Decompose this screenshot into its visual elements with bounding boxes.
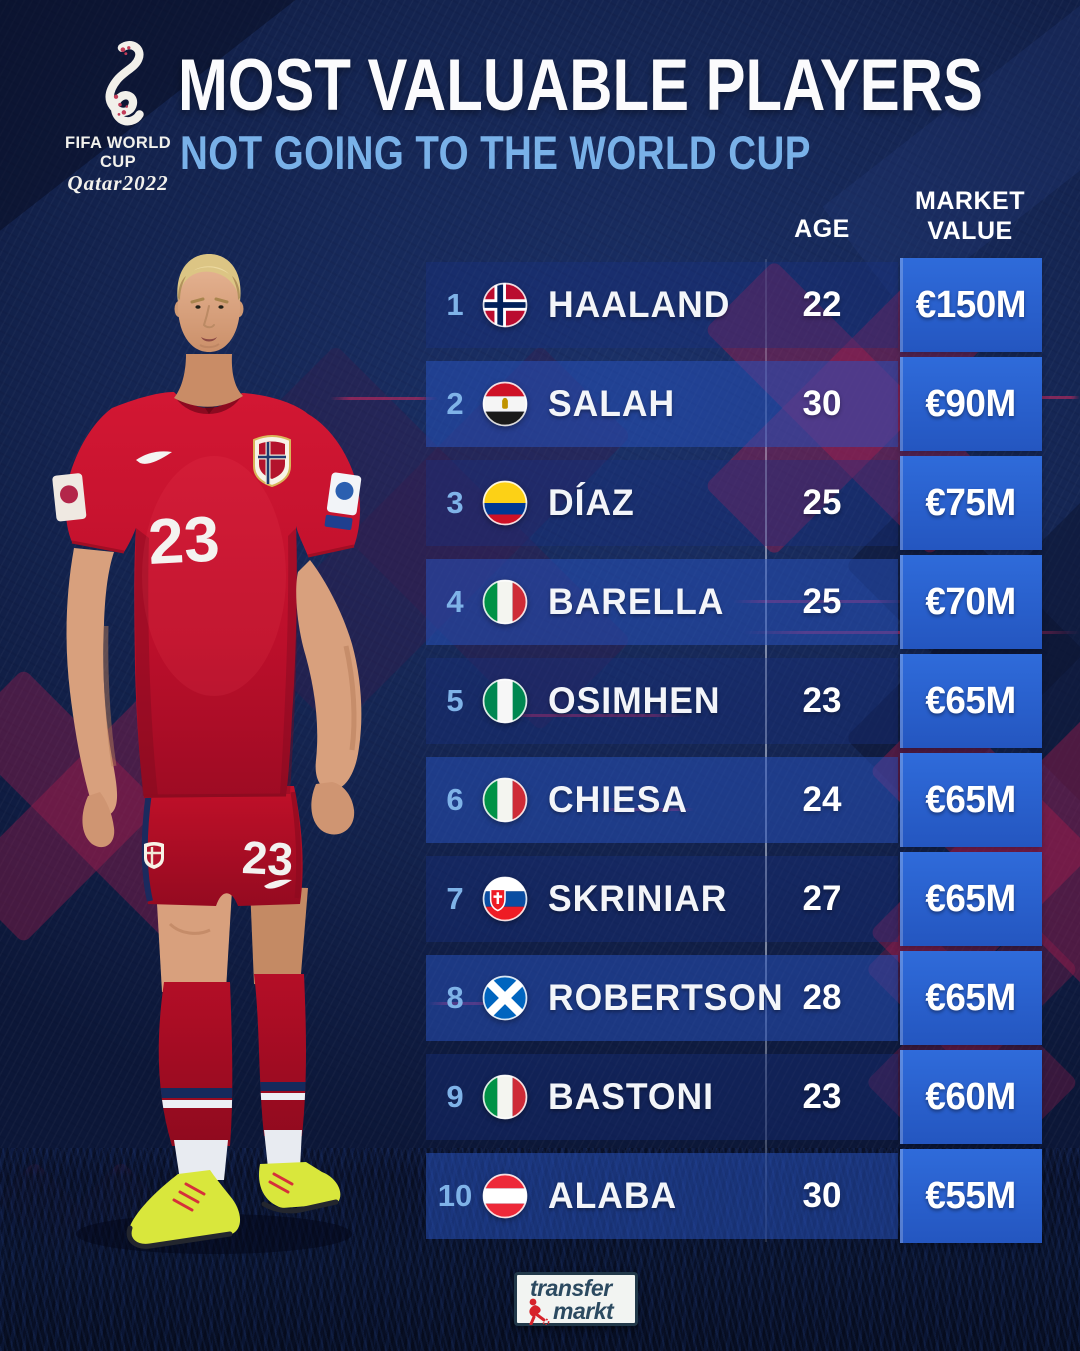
slovakia-flag-icon bbox=[482, 876, 528, 922]
market-value-cell: €65M bbox=[900, 654, 1042, 748]
table-row: 10 ALABA 30 €55M bbox=[426, 1149, 1042, 1243]
market-value-text: €70M bbox=[925, 580, 1017, 623]
table-row: 5 OSIMHEN 23 €65M bbox=[426, 654, 1042, 748]
market-value-header-line2: VALUE bbox=[927, 217, 1013, 245]
page-subtitle: NOT GOING TO THE WORLD CUP bbox=[180, 126, 811, 179]
market-value-column-header: MARKET VALUE bbox=[899, 186, 1041, 246]
table-row: 6 CHIESA 24 €65M bbox=[426, 753, 1042, 847]
player-age: 25 bbox=[802, 582, 842, 621]
market-value-text: €75M bbox=[925, 481, 1017, 524]
market-value-cell: €60M bbox=[900, 1050, 1042, 1144]
transfermarkt-text-bottom: markt bbox=[553, 1298, 614, 1324]
page-title: MOST VALUABLE PLAYERS bbox=[178, 45, 983, 126]
transfermarkt-player-icon bbox=[529, 1298, 550, 1325]
player-age: 24 bbox=[802, 780, 842, 819]
shorts-number: 23 bbox=[241, 831, 295, 886]
italy-flag-icon bbox=[482, 777, 528, 823]
table-row: 1 HAALAND 22 €150M bbox=[426, 258, 1042, 352]
market-value-cell: €75M bbox=[900, 456, 1042, 550]
player-name: BASTONI bbox=[548, 1076, 714, 1117]
player-age: 23 bbox=[802, 681, 842, 720]
player-name: SKRINIAR bbox=[548, 878, 728, 919]
market-value-cell: €65M bbox=[900, 951, 1042, 1045]
market-value-text: €65M bbox=[925, 976, 1017, 1019]
market-value-text: €90M bbox=[925, 382, 1017, 425]
player-name: CHIESA bbox=[548, 779, 688, 820]
rank-label: 5 bbox=[446, 683, 464, 718]
player-age: 30 bbox=[802, 384, 842, 423]
player-name: OSIMHEN bbox=[548, 680, 721, 721]
player-name: ALABA bbox=[548, 1175, 678, 1216]
table-row: 3 DÍAZ 25 €75M bbox=[426, 456, 1042, 550]
player-age: 22 bbox=[802, 285, 842, 324]
rank-label: 9 bbox=[446, 1079, 464, 1114]
qatar-2022-text: Qatar2022 bbox=[67, 171, 169, 195]
player-photo-haaland: 23 23 bbox=[52, 254, 362, 1254]
rank-label: 7 bbox=[446, 881, 464, 916]
market-value-cell: €65M bbox=[900, 852, 1042, 946]
age-column-header: AGE bbox=[794, 215, 850, 243]
transfermarkt-logo: transfer markt bbox=[514, 1272, 638, 1326]
fifa-logo-text: FIFA WORLD CUP bbox=[64, 134, 172, 171]
table-row: 7 SKRINIAR 27 €65M bbox=[426, 852, 1042, 946]
austria-flag-icon bbox=[482, 1173, 528, 1219]
player-age: 23 bbox=[802, 1077, 842, 1116]
jersey-number: 23 bbox=[146, 502, 221, 578]
colombia-flag-icon bbox=[482, 480, 528, 526]
egypt-flag-icon bbox=[482, 381, 528, 427]
market-value-text: €55M bbox=[925, 1174, 1017, 1217]
market-value-cell: €65M bbox=[900, 753, 1042, 847]
rank-label: 10 bbox=[437, 1178, 473, 1213]
market-value-text: €65M bbox=[925, 877, 1017, 920]
player-age: 30 bbox=[802, 1176, 842, 1215]
column-divider bbox=[765, 259, 767, 1242]
table-row: 2 SALAH 30 €90M bbox=[426, 357, 1042, 451]
rank-label: 3 bbox=[446, 485, 464, 520]
market-value-text: €65M bbox=[925, 679, 1017, 722]
table-row: 9 BASTONI 23 €60M bbox=[426, 1050, 1042, 1144]
table-row: 4 BARELLA 25 €70M bbox=[426, 555, 1042, 649]
nigeria-flag-icon bbox=[482, 678, 528, 724]
norway-flag-icon bbox=[482, 282, 528, 328]
fifa-world-cup-logo: FIFA WORLD CUP Qatar2022 bbox=[50, 38, 186, 196]
rank-label: 1 bbox=[446, 287, 464, 322]
rank-label: 8 bbox=[446, 980, 464, 1015]
table-row: 8 ROBERTSON 28 €65M bbox=[426, 951, 1042, 1045]
italy-flag-icon bbox=[482, 1074, 528, 1120]
player-name: SALAH bbox=[548, 383, 676, 424]
market-value-cell: €90M bbox=[900, 357, 1042, 451]
transfermarkt-text-top: transfer bbox=[530, 1275, 612, 1301]
player-name: DÍAZ bbox=[548, 482, 635, 523]
market-value-text: €150M bbox=[915, 283, 1027, 326]
player-age: 28 bbox=[802, 978, 842, 1017]
player-age: 25 bbox=[802, 483, 842, 522]
rank-label: 4 bbox=[446, 584, 464, 619]
rank-label: 6 bbox=[446, 782, 464, 817]
market-value-cell: €70M bbox=[900, 555, 1042, 649]
qatar-2022-emblem-icon bbox=[105, 41, 144, 126]
players-table: 1 HAALAND 22 €150M 2 SALAH 30 €90M 3 DÍA… bbox=[426, 258, 1042, 1243]
player-age: 27 bbox=[802, 879, 842, 918]
market-value-text: €65M bbox=[925, 778, 1017, 821]
italy-flag-icon bbox=[482, 579, 528, 625]
player-name: BARELLA bbox=[548, 581, 725, 622]
player-name: HAALAND bbox=[548, 284, 731, 325]
market-value-text: €60M bbox=[925, 1075, 1017, 1118]
player-name: ROBERTSON bbox=[548, 977, 784, 1018]
rank-label: 2 bbox=[446, 386, 464, 421]
market-value-cell: €150M bbox=[900, 258, 1042, 352]
scotland-flag-icon bbox=[482, 975, 528, 1021]
market-value-cell: €55M bbox=[900, 1149, 1042, 1243]
market-value-header-line1: MARKET bbox=[915, 187, 1025, 215]
